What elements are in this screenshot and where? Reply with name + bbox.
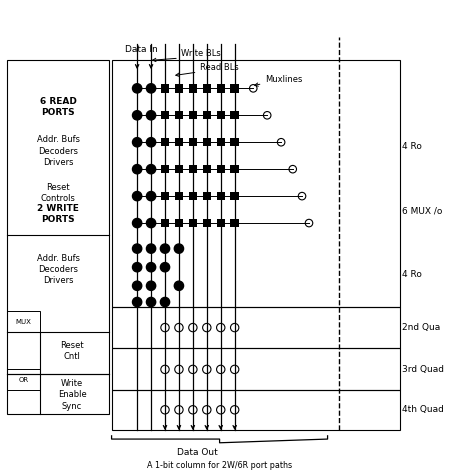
- Bar: [111, 390, 400, 430]
- Text: Data Out: Data Out: [177, 448, 218, 457]
- Text: 6 READ
PORTS: 6 READ PORTS: [40, 97, 77, 117]
- Bar: [217, 165, 225, 173]
- Circle shape: [146, 263, 155, 272]
- Bar: [189, 165, 197, 173]
- Circle shape: [160, 263, 170, 272]
- Circle shape: [174, 244, 183, 253]
- Bar: [7, 369, 39, 390]
- Bar: [217, 84, 225, 92]
- Text: Muxlines: Muxlines: [265, 75, 302, 84]
- Circle shape: [133, 281, 142, 291]
- Text: Reset
Controls: Reset Controls: [41, 183, 75, 203]
- Bar: [189, 138, 197, 146]
- Text: 4th Quad: 4th Quad: [402, 405, 444, 414]
- Text: Addr. Bufs
Decoders
Drivers: Addr. Bufs Decoders Drivers: [36, 254, 80, 285]
- Text: A 1-bit column for 2W/6R port paths: A 1-bit column for 2W/6R port paths: [147, 461, 292, 470]
- Circle shape: [146, 191, 155, 201]
- Circle shape: [160, 244, 170, 253]
- Text: 3rd Quad: 3rd Quad: [402, 365, 444, 374]
- Bar: [175, 84, 183, 92]
- Text: 4 Ro: 4 Ro: [402, 270, 422, 279]
- Circle shape: [146, 297, 155, 307]
- Circle shape: [160, 297, 170, 307]
- Circle shape: [133, 263, 142, 272]
- Circle shape: [133, 84, 142, 93]
- Circle shape: [146, 84, 155, 93]
- Bar: [202, 138, 211, 146]
- Bar: [230, 111, 239, 119]
- Bar: [202, 111, 211, 119]
- Text: 4 Ro: 4 Ro: [402, 142, 422, 151]
- Circle shape: [174, 281, 183, 291]
- Text: Addr. Bufs
Decoders
Drivers: Addr. Bufs Decoders Drivers: [36, 136, 80, 167]
- Bar: [111, 307, 400, 348]
- Bar: [161, 84, 169, 92]
- Bar: [202, 219, 211, 227]
- Bar: [111, 61, 400, 307]
- Circle shape: [133, 110, 142, 120]
- Circle shape: [146, 281, 155, 291]
- Text: MUX: MUX: [15, 319, 31, 325]
- Bar: [189, 111, 197, 119]
- Bar: [189, 219, 197, 227]
- Bar: [189, 84, 197, 92]
- Bar: [161, 219, 169, 227]
- Bar: [230, 219, 239, 227]
- Bar: [202, 84, 211, 92]
- Text: 2nd Qua: 2nd Qua: [402, 323, 440, 332]
- Text: 2 WRITE
PORTS: 2 WRITE PORTS: [37, 204, 79, 224]
- Bar: [202, 165, 211, 173]
- Bar: [217, 219, 225, 227]
- Bar: [230, 192, 239, 201]
- Bar: [7, 61, 109, 413]
- Circle shape: [146, 164, 155, 174]
- Bar: [175, 138, 183, 146]
- Bar: [189, 192, 197, 201]
- Text: 6 MUX /o: 6 MUX /o: [402, 207, 442, 216]
- Bar: [161, 192, 169, 201]
- Circle shape: [133, 219, 142, 228]
- Bar: [7, 311, 39, 332]
- Bar: [175, 111, 183, 119]
- Bar: [217, 138, 225, 146]
- Circle shape: [146, 244, 155, 253]
- Circle shape: [133, 164, 142, 174]
- Circle shape: [133, 191, 142, 201]
- Circle shape: [146, 219, 155, 228]
- Text: Data In: Data In: [126, 45, 158, 54]
- Text: Reset
Cntl: Reset Cntl: [60, 341, 84, 361]
- Bar: [161, 111, 169, 119]
- Bar: [175, 165, 183, 173]
- Circle shape: [133, 244, 142, 253]
- Text: Write
Enable
Sync: Write Enable Sync: [58, 379, 86, 410]
- Circle shape: [133, 297, 142, 307]
- Text: Write BLs: Write BLs: [181, 49, 221, 58]
- Circle shape: [146, 137, 155, 147]
- Bar: [230, 138, 239, 146]
- Circle shape: [133, 137, 142, 147]
- Text: Read BLs: Read BLs: [200, 63, 238, 72]
- Bar: [230, 84, 239, 92]
- Text: OR: OR: [18, 377, 28, 383]
- Bar: [161, 165, 169, 173]
- Bar: [175, 219, 183, 227]
- Bar: [111, 348, 400, 390]
- Bar: [217, 111, 225, 119]
- Circle shape: [146, 110, 155, 120]
- Bar: [202, 192, 211, 201]
- Bar: [217, 192, 225, 201]
- Bar: [161, 138, 169, 146]
- Bar: [230, 165, 239, 173]
- Bar: [175, 192, 183, 201]
